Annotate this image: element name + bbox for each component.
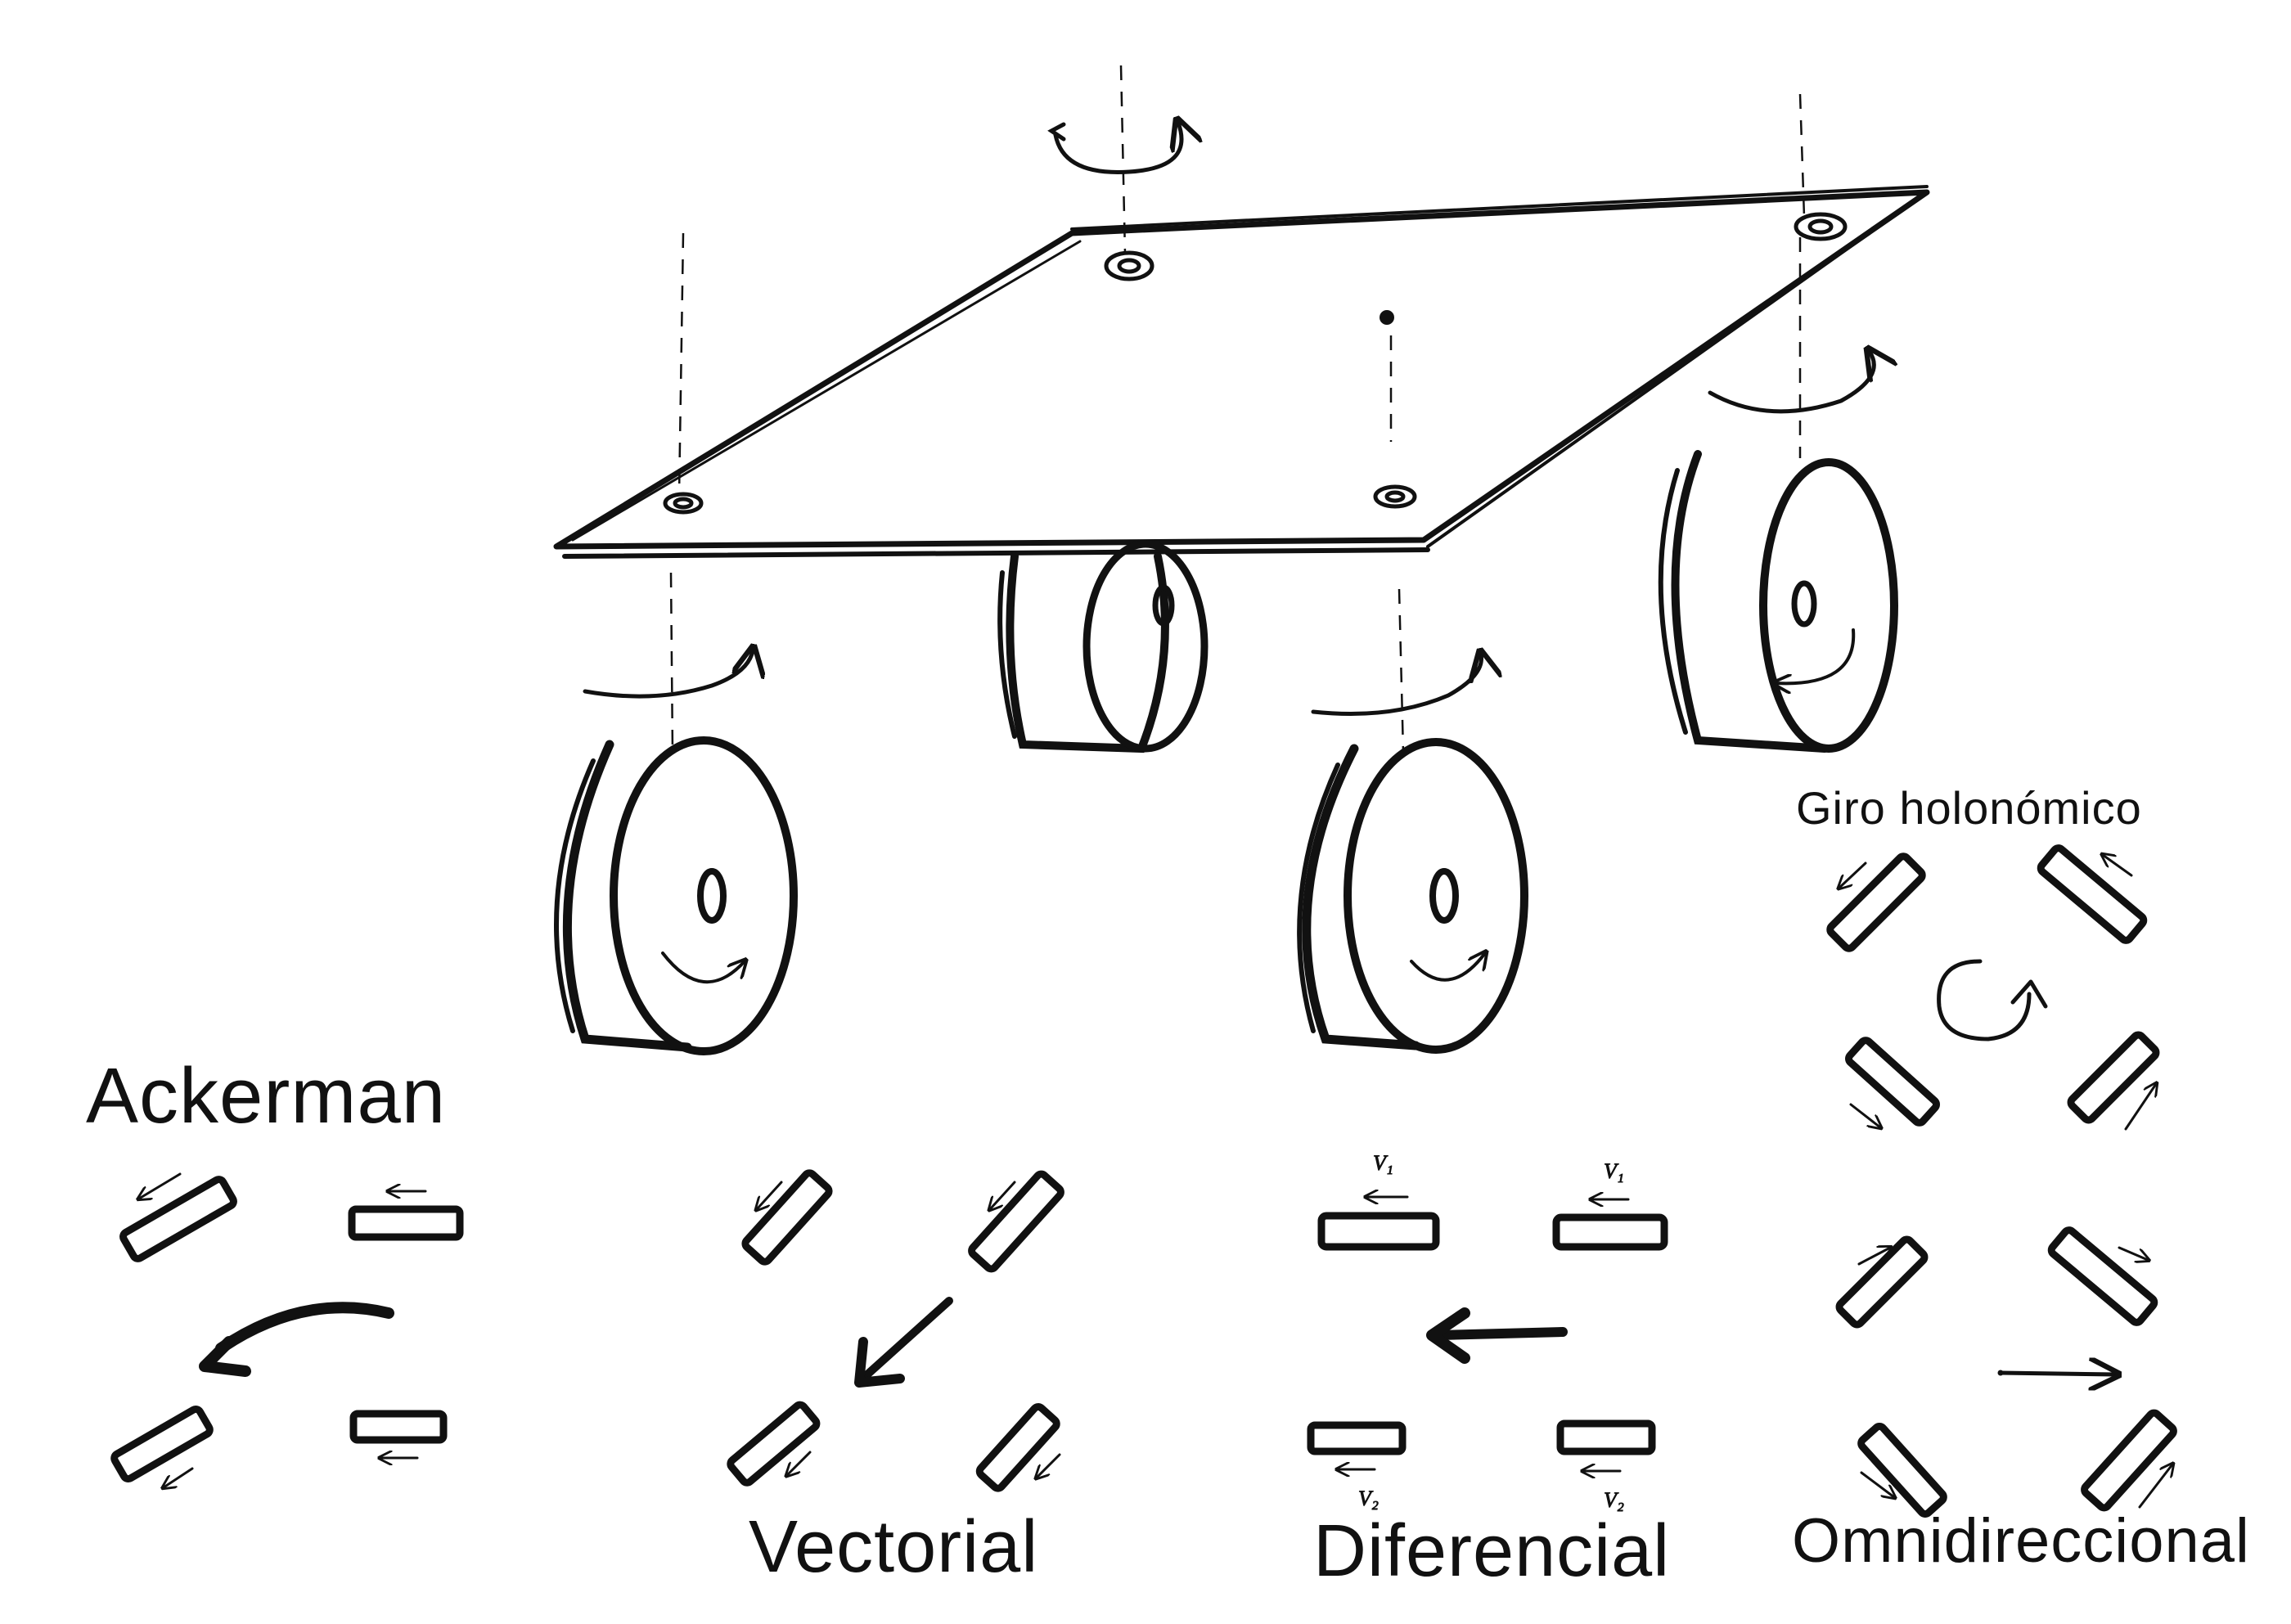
giro-holonomico-pattern <box>1826 844 2160 1129</box>
steering-axes <box>669 65 1806 754</box>
v2-label-left: V₂ <box>1358 1487 1379 1510</box>
wheel-back-left <box>997 540 1209 754</box>
center-point <box>1380 310 1394 325</box>
diferencial-label: Diferencial <box>1313 1510 1671 1592</box>
v2-label-right: V₂ <box>1604 1488 1624 1512</box>
vectorial-label: Vectorial <box>749 1506 1039 1588</box>
wheel-front-left <box>554 736 798 1055</box>
steering-rotation-arrows <box>583 123 1874 716</box>
wheel-back-right <box>1658 450 1898 753</box>
chassis-plate <box>553 185 1930 559</box>
mount-holes <box>663 212 1848 515</box>
vectorial-pattern <box>727 1169 1064 1492</box>
omnidireccional-label: Omnidireccional <box>1792 1506 2250 1576</box>
giro-holonomico-label: Giro holonómico <box>1796 782 2142 834</box>
v1-label-left: V₁ <box>1373 1151 1393 1175</box>
wheel-front-right <box>1297 738 1528 1054</box>
ackerman-pattern <box>110 1172 464 1487</box>
diferencial-pattern: V₁ V₁ V₂ V₂ <box>1307 1151 1668 1513</box>
omnidireccional-pattern <box>1835 1226 2177 1518</box>
ackerman-label: Ackerman <box>86 1052 447 1140</box>
v1-label-right: V₁ <box>1604 1159 1624 1183</box>
